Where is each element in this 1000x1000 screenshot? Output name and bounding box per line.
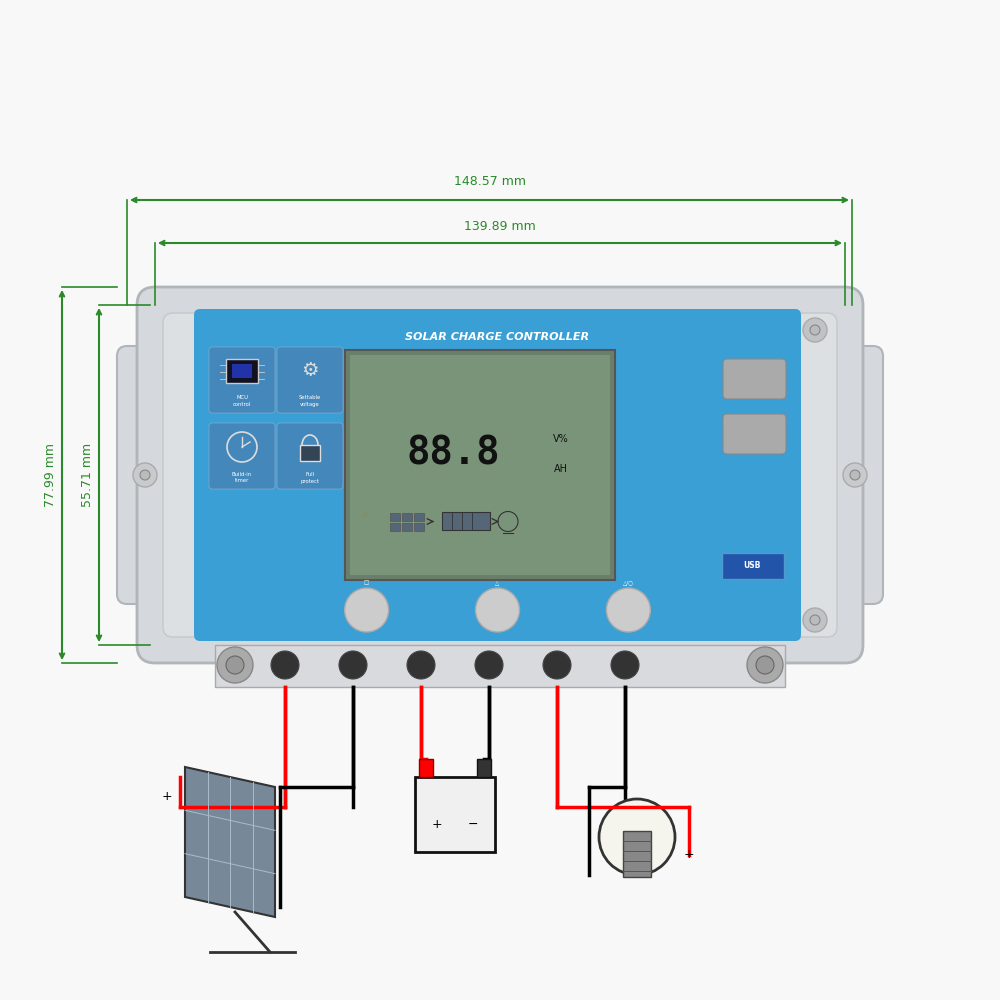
Circle shape [543, 651, 571, 679]
Text: timer: timer [235, 479, 249, 484]
Bar [232, 364, 252, 378]
Circle shape [803, 318, 827, 342]
Bar [415, 777, 495, 852]
Circle shape [271, 651, 299, 679]
FancyBboxPatch shape [723, 359, 786, 399]
Bar [722, 553, 784, 579]
FancyBboxPatch shape [117, 346, 172, 604]
Bar [402, 512, 412, 520]
Text: AH: AH [554, 464, 568, 474]
Text: protect: protect [301, 479, 320, 484]
Circle shape [345, 588, 389, 632]
Circle shape [140, 470, 150, 480]
Text: Build-in: Build-in [232, 472, 252, 477]
FancyBboxPatch shape [828, 346, 883, 604]
Text: 55.71 mm: 55.71 mm [81, 443, 94, 507]
Circle shape [339, 651, 367, 679]
Circle shape [843, 463, 867, 487]
Bar [345, 350, 615, 580]
FancyBboxPatch shape [194, 309, 801, 641]
Circle shape [476, 588, 520, 632]
Circle shape [810, 615, 820, 625]
Text: +: + [684, 848, 694, 862]
Circle shape [217, 647, 253, 683]
Polygon shape [185, 767, 275, 917]
Bar [419, 759, 433, 777]
Text: ⚙: ⚙ [301, 361, 319, 380]
Text: 148.57 mm: 148.57 mm [454, 175, 526, 188]
Text: △/○: △/○ [623, 580, 634, 585]
Circle shape [611, 651, 639, 679]
FancyBboxPatch shape [163, 313, 837, 637]
Circle shape [747, 647, 783, 683]
Circle shape [599, 799, 675, 875]
Bar [402, 522, 412, 530]
Circle shape [606, 588, 650, 632]
Circle shape [133, 463, 157, 487]
Circle shape [226, 656, 244, 674]
FancyBboxPatch shape [277, 347, 343, 413]
Text: □: □ [364, 580, 369, 585]
Text: +: + [162, 790, 172, 804]
Bar [300, 445, 320, 461]
Text: voltage: voltage [300, 402, 320, 407]
Bar [442, 512, 490, 530]
FancyBboxPatch shape [277, 423, 343, 489]
Text: −: − [468, 818, 478, 830]
Bar [414, 512, 424, 520]
Bar [390, 512, 400, 520]
Bar [215, 645, 785, 687]
Text: 88.8: 88.8 [406, 434, 500, 473]
Bar [414, 522, 424, 530]
Bar [226, 359, 258, 383]
Text: control: control [233, 402, 251, 407]
Text: V%: V% [553, 434, 569, 444]
FancyBboxPatch shape [209, 423, 275, 489]
Text: MCU: MCU [236, 395, 248, 400]
Text: Full: Full [305, 472, 315, 477]
Text: ✳: ✳ [361, 510, 369, 520]
FancyBboxPatch shape [723, 414, 786, 454]
Text: 77.99 mm: 77.99 mm [44, 443, 56, 507]
FancyBboxPatch shape [209, 347, 275, 413]
Circle shape [475, 651, 503, 679]
Circle shape [803, 608, 827, 632]
Bar [477, 759, 491, 777]
Bar [390, 522, 400, 530]
Text: △: △ [495, 580, 500, 585]
Circle shape [756, 656, 774, 674]
Text: Settable: Settable [299, 395, 321, 400]
FancyBboxPatch shape [137, 287, 863, 663]
Text: SOLAR CHARGE CONTROLLER: SOLAR CHARGE CONTROLLER [405, 332, 590, 342]
Circle shape [407, 651, 435, 679]
Bar [350, 355, 610, 575]
Circle shape [850, 470, 860, 480]
Text: +: + [432, 818, 442, 830]
Text: USB: USB [743, 561, 761, 570]
Bar [623, 831, 651, 877]
Text: 139.89 mm: 139.89 mm [464, 220, 536, 233]
Circle shape [810, 325, 820, 335]
